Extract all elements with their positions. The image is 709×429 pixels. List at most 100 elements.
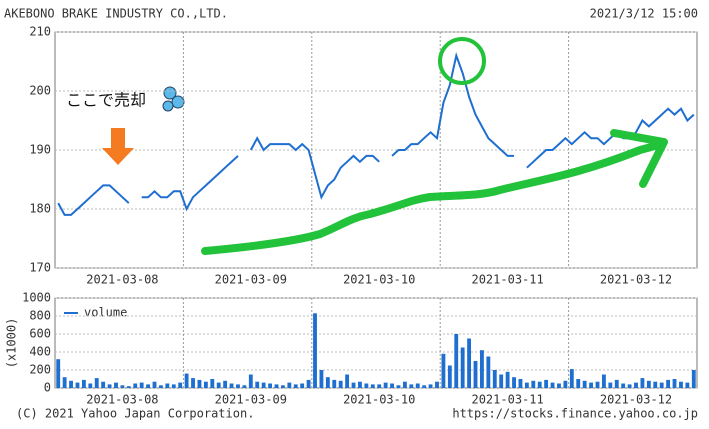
volume-bar [537, 381, 542, 388]
legend-label: volume [84, 306, 127, 320]
volume-bar [358, 381, 362, 388]
volume-bar [120, 385, 125, 388]
volume-bar [640, 378, 645, 388]
volume-bar [492, 370, 497, 388]
volume-bar [441, 353, 446, 388]
volume-bar [139, 382, 144, 388]
volume-bar [126, 386, 131, 388]
orange-arrow [102, 128, 134, 165]
volume-bar [242, 385, 247, 388]
volume-bar [569, 369, 574, 388]
volume-bar [159, 385, 163, 388]
y-tick-label: 1000 [22, 291, 51, 305]
x-tick-label: 2021-03-08 [86, 393, 158, 407]
volume-bar [268, 383, 272, 388]
volume-frame [54, 297, 698, 389]
y-tick-label: 0 [44, 381, 51, 395]
volume-bar [261, 382, 266, 388]
volume-bar [550, 382, 555, 388]
x-tick-label: 2021-03-08 [86, 273, 158, 287]
volume-bar [171, 384, 176, 388]
volume-bar [203, 381, 208, 388]
volume-bar [621, 383, 626, 388]
volume-bar [377, 384, 382, 388]
volume-bar [191, 378, 195, 388]
volume-bar [480, 350, 484, 388]
volume-bar [390, 383, 394, 388]
volume-bar [557, 383, 561, 388]
volume-bar [383, 382, 388, 388]
x-tick-label: 2021-03-10 [343, 393, 415, 407]
volume-bar [505, 371, 510, 388]
y-tick-label: 200 [29, 84, 51, 98]
volume-bar [614, 379, 619, 388]
volume-bar [364, 383, 369, 388]
volume-bar [691, 370, 696, 388]
volume-bar [146, 384, 151, 388]
volume-bar [56, 359, 61, 388]
volume-bar [107, 384, 112, 388]
green-circle [438, 37, 486, 85]
x-tick-label: 2021-03-11 [471, 273, 543, 287]
volume-bar [512, 377, 516, 388]
drop-icon [162, 86, 185, 112]
volume-bar [646, 380, 651, 388]
volume-bar [338, 380, 343, 388]
x-tick-label: 2021-03-12 [600, 273, 672, 287]
volume-bar [325, 377, 330, 388]
volume-bar [435, 381, 439, 388]
annotation-text: ここで売却 [66, 91, 146, 110]
volume-bar [197, 379, 202, 388]
volume-bar [236, 384, 240, 388]
volume-bar [88, 383, 93, 388]
y-tick-label: 800 [29, 309, 51, 323]
volume-bar [81, 379, 86, 388]
volume-bar [473, 361, 478, 388]
source-url: https://stocks.finance.yahoo.co.jp [452, 407, 698, 421]
volume-bar [114, 382, 118, 388]
volume-bar [422, 385, 427, 388]
volume-bar [274, 384, 279, 388]
volume-bar [319, 370, 324, 388]
volume-bar [415, 383, 420, 388]
volume-bar [370, 384, 375, 388]
volume-bar [306, 379, 311, 388]
volume-bar [659, 382, 664, 388]
x-tick-label: 2021-03-11 [471, 393, 543, 407]
volume-bar [672, 379, 677, 388]
chart-title: AKEBONO BRAKE INDUSTRY CO.,LTD. [4, 7, 228, 21]
y-tick-label: 400 [29, 345, 51, 359]
volume-bar [467, 338, 472, 388]
timestamp: 2021/3/12 15:00 [590, 7, 698, 21]
volume-bar [351, 382, 356, 388]
volume-bar [499, 374, 504, 388]
volume-bar [69, 380, 73, 388]
volume-bar [216, 382, 221, 388]
x-tick-label: 2021-03-09 [215, 273, 287, 287]
volume-bar [75, 382, 80, 388]
volume-bar [62, 377, 67, 388]
volume-bar [531, 380, 536, 388]
volume-bar [486, 356, 491, 388]
volume-bar [428, 384, 433, 388]
volume-bar [178, 382, 183, 388]
volume-bar [300, 383, 305, 388]
volume-bar [653, 381, 658, 388]
green-arrow [201, 140, 666, 255]
volume-bar [223, 380, 228, 388]
volume-bar [589, 382, 593, 388]
x-tick-label: 2021-03-09 [215, 393, 287, 407]
x-tick-label: 2021-03-12 [600, 393, 672, 407]
volume-bar [679, 381, 683, 388]
volume-bar [94, 378, 99, 388]
volume-bar [685, 382, 690, 388]
volume-bar [210, 379, 215, 388]
volume-bar [280, 385, 285, 388]
green-arrow-head [610, 129, 668, 188]
volume-bar [544, 379, 549, 388]
volume-bar [576, 379, 581, 388]
copyright: (C) 2021 Yahoo Japan Corporation. [16, 407, 254, 421]
volume-bar [518, 379, 523, 388]
volume-bar [524, 382, 529, 388]
